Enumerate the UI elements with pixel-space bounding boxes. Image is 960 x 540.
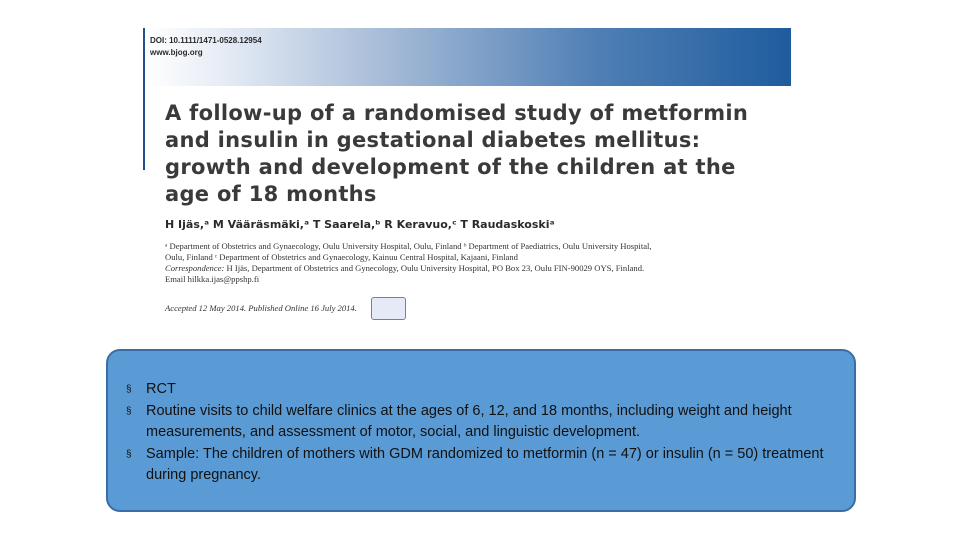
summary-bullets: § RCT § Routine visits to child welfare cl…	[126, 379, 846, 487]
affiliations: ᵃ Department of Obstetrics and Gynaecolo…	[165, 241, 795, 285]
affiliation-line: ᵃ Department of Obstetrics and Gynaecolo…	[165, 241, 652, 251]
title-line: A follow-up of a randomised study of met…	[165, 101, 749, 125]
journal-site: www.bjog.org	[150, 48, 203, 57]
bullet-icon: §	[126, 384, 132, 395]
summary-bullet: § RCT	[126, 379, 846, 401]
correspondence-email: Email hilkka.ijas@ppshp.fi	[165, 274, 260, 284]
summary-bullet: § Routine visits to child welfare clinics…	[126, 401, 846, 444]
paper-title: A follow-up of a randomised study of met…	[165, 100, 805, 208]
correspondence-label: Correspondence:	[165, 263, 225, 273]
year-highlight-box	[371, 297, 406, 320]
bullet-text: RCT	[146, 381, 176, 397]
bullet-text: Sample: The children of mothers with GDM…	[146, 445, 824, 484]
journal-header-band	[145, 28, 791, 86]
summary-bullet: § Sample: The children of mothers with GD…	[126, 444, 846, 487]
correspondence-text: H Ijäs, Department of Obstetrics and Gyn…	[224, 263, 645, 273]
bullet-icon: §	[126, 448, 132, 460]
title-line: age of 18 months	[165, 182, 377, 206]
bullet-text: Routine visits to child welfare clinics …	[146, 402, 792, 441]
affiliation-line: Oulu, Finland ᶜ Department of Obstetrics…	[165, 252, 518, 262]
study-summary-box: § RCT § Routine visits to child welfare cl…	[106, 349, 856, 512]
bullet-icon: §	[126, 405, 132, 417]
title-line: growth and development of the children a…	[165, 155, 736, 179]
doi-block: DOI: 10.1111/1471-0528.12954 www.bjog.or…	[150, 35, 262, 59]
accepted-date: Accepted 12 May 2014. Published Online 1…	[165, 303, 357, 313]
title-line: and insulin in gestational diabetes mell…	[165, 128, 701, 152]
header-left-rule	[143, 28, 145, 170]
author-list: H Ijäs,ᵃ M Vääräsmäki,ᵃ T Saarela,ᵇ R Ke…	[165, 218, 555, 231]
doi-text: DOI: 10.1111/1471-0528.12954	[150, 36, 262, 45]
correspondence: Correspondence: H Ijäs, Department of Ob…	[165, 263, 795, 274]
